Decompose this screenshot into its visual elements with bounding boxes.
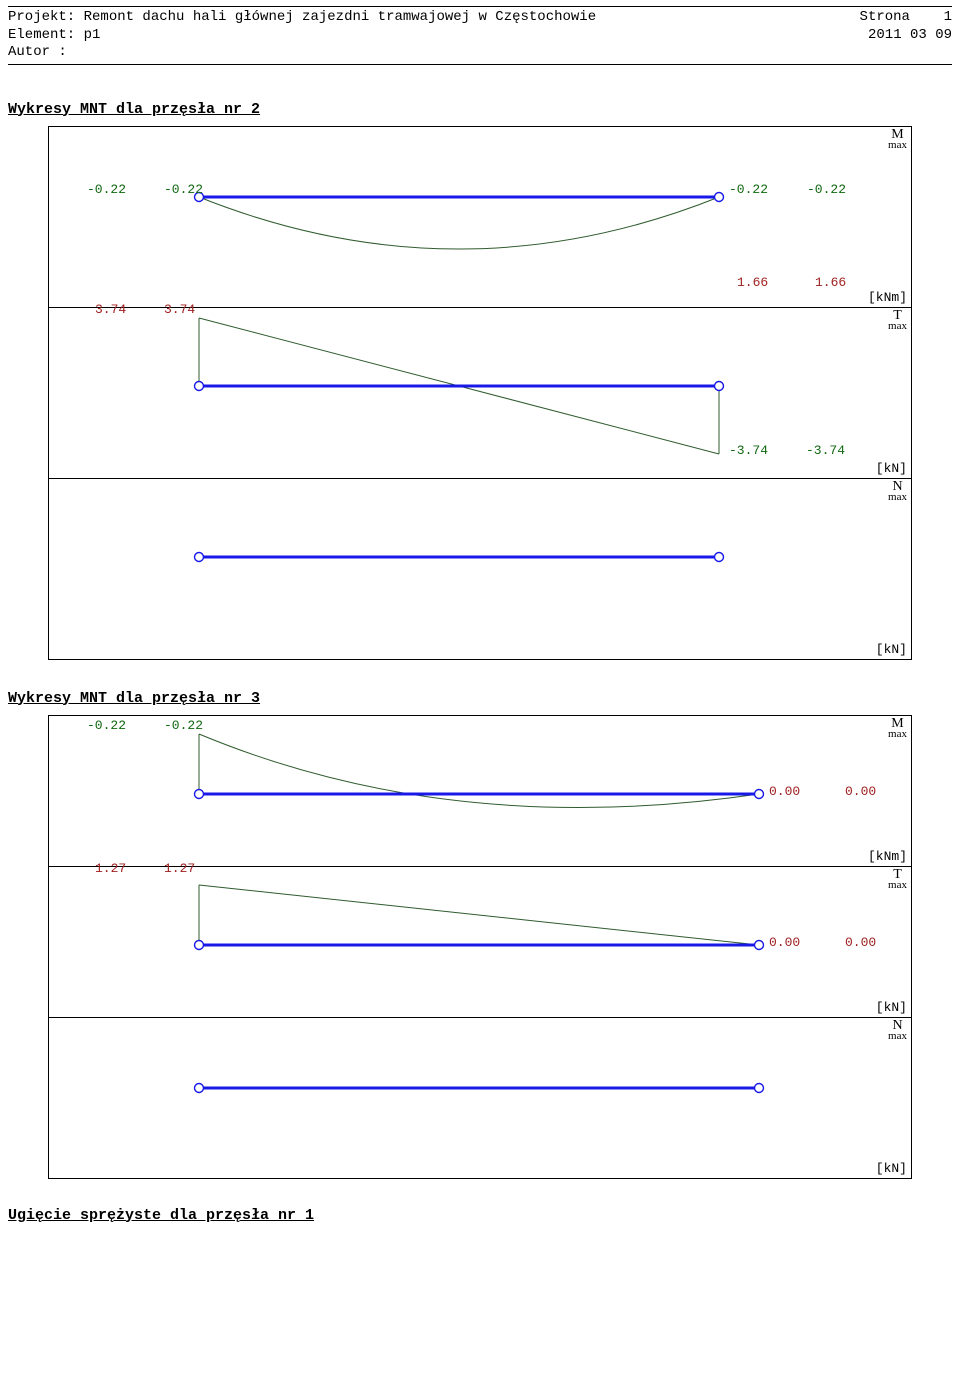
projekt-label: Projekt:: [8, 9, 75, 25]
value-label-T-0: 3.74: [95, 302, 126, 317]
axis-label-N: Nmax: [888, 481, 907, 503]
unit-label-T: [kN]: [876, 461, 907, 476]
unit-label-T: [kN]: [876, 1000, 907, 1015]
axis-sub: max: [888, 141, 907, 151]
strona-value: 1: [944, 9, 952, 25]
axis-label-T: Tmax: [888, 869, 907, 891]
element-line: Element: p1: [8, 27, 100, 45]
axis-sub: max: [888, 730, 907, 740]
element-value: p1: [84, 27, 101, 43]
panel-span3-T: Tmax[kN]1.271.270.000.00: [49, 867, 911, 1018]
diagram-box-span3: Mmax [kNm] -0.22 -0.22 0.00 0.00 Tmax [kN] 1.27 1…: [48, 715, 912, 1179]
axis-label-M: Mmax: [888, 718, 907, 740]
panel-svg-T: [49, 308, 913, 478]
panel-span2-T: Tmax[kN]3.743.74-3.74-3.74: [49, 308, 911, 479]
axis-label-M: Mmax: [888, 129, 907, 151]
axis-sub: max: [888, 322, 907, 332]
unit-label-N: [kN]: [876, 1161, 907, 1176]
unit-label-M: [kNm]: [868, 290, 907, 305]
value-label-T-3: -3.74: [806, 443, 845, 458]
strona-label: Strona: [860, 9, 910, 25]
header-rule-top: [8, 6, 952, 7]
panel-span3-M: Mmax [kNm] -0.22 -0.22 0.00 0.00: [49, 716, 911, 867]
panel-svg-N: [49, 479, 913, 659]
unit-label-M: [kNm]: [868, 849, 907, 864]
value-label-T-1: 1.27: [164, 861, 195, 876]
section2-title: Wykresy MNT dla przęsła nr 2: [8, 101, 960, 118]
element-label: Element:: [8, 27, 75, 43]
panel-span2-M: Mmax [kNm] -0.22 -0.22 -0.22 -0.22 1.66 1.66: [49, 127, 911, 308]
value-label-T-2: -3.74: [729, 443, 768, 458]
diagram-box-span2: Mmax [kNm] -0.22 -0.22 -0.22 -0.22 1.66 1.66 Tma…: [48, 126, 912, 660]
header-row-2: Element: p1 2011 03 09: [8, 27, 952, 45]
projekt-line: Projekt: Remont dachu hali głównej zajez…: [8, 9, 596, 27]
bottom-title: Ugięcie sprężyste dla przęsła nr 1: [8, 1207, 960, 1224]
value-label-M-2: 0.00: [769, 784, 800, 799]
value-label-M-3: -0.22: [807, 182, 846, 197]
value-label-T-0: 1.27: [95, 861, 126, 876]
date-line: 2011 03 09: [868, 27, 952, 45]
value-label-M-4: 1.66: [737, 275, 768, 290]
panel-span2-N: Nmax [kN]: [49, 479, 911, 659]
header-row-3: Autor :: [8, 44, 952, 62]
autor-line: Autor :: [8, 44, 67, 62]
section3-title: Wykresy MNT dla przęsła nr 3: [8, 690, 960, 707]
axis-sub: max: [888, 493, 907, 503]
header-rule-bottom: [8, 64, 952, 65]
value-label-M-0: -0.22: [87, 182, 126, 197]
panel-svg-M: [49, 127, 913, 307]
value-label-M-0: -0.22: [87, 718, 126, 733]
panel-svg-N: [49, 1018, 913, 1178]
page-header: Projekt: Remont dachu hali głównej zajez…: [0, 0, 960, 71]
panel-span3-N: Nmax [kN]: [49, 1018, 911, 1178]
axis-label-N: Nmax: [888, 1020, 907, 1042]
projekt-value: Remont dachu hali głównej zajezdni tramw…: [84, 9, 596, 25]
value-label-M-1: -0.22: [164, 718, 203, 733]
axis-sub: max: [888, 881, 907, 891]
value-label-T-2: 0.00: [769, 935, 800, 950]
value-label-M-2: -0.22: [729, 182, 768, 197]
axis-sub: max: [888, 1032, 907, 1042]
value-label-M-5: 1.66: [815, 275, 846, 290]
strona-line: Strona 1: [860, 9, 952, 27]
value-label-M-1: -0.22: [164, 182, 203, 197]
axis-label-T: Tmax: [888, 310, 907, 332]
header-row-1: Projekt: Remont dachu hali głównej zajez…: [8, 9, 952, 27]
value-label-T-1: 3.74: [164, 302, 195, 317]
value-label-T-3: 0.00: [845, 935, 876, 950]
unit-label-N: [kN]: [876, 642, 907, 657]
value-label-M-3: 0.00: [845, 784, 876, 799]
